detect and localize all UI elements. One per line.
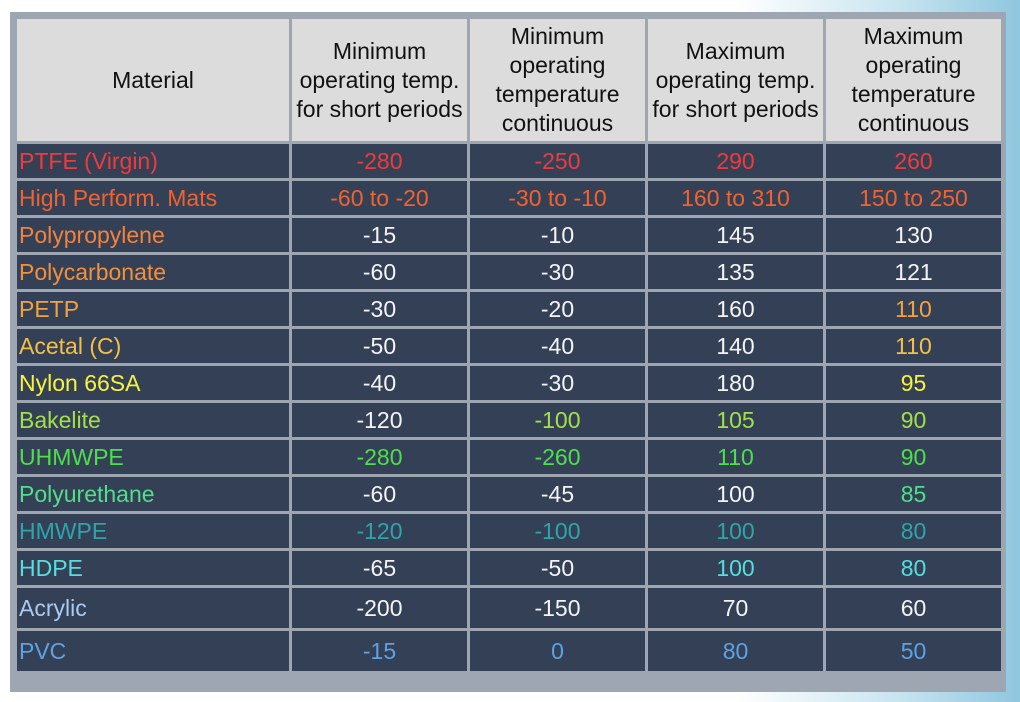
material-cell: Polycarbonate (17, 255, 289, 289)
min-short-cell: -280 (292, 440, 467, 474)
table-row: Acetal (C) -50 -40 140 110 (17, 329, 1001, 363)
table-row: Polycarbonate -60 -30 135 121 (17, 255, 1001, 289)
max-continuous-cell: 95 (826, 366, 1001, 400)
max-continuous-cell: 260 (826, 144, 1001, 178)
min-short-cell: -280 (292, 144, 467, 178)
min-continuous-cell: 0 (470, 631, 645, 671)
material-cell: Polyurethane (17, 477, 289, 511)
table-row: PVC -15 0 80 50 (17, 631, 1001, 671)
max-short-cell: 70 (648, 588, 823, 628)
material-cell: UHMWPE (17, 440, 289, 474)
max-continuous-cell: 80 (826, 551, 1001, 585)
table-row: PETP -30 -20 160 110 (17, 292, 1001, 326)
min-continuous-cell: -100 (470, 514, 645, 548)
max-short-cell: 145 (648, 218, 823, 252)
max-short-cell: 140 (648, 329, 823, 363)
max-continuous-cell: 121 (826, 255, 1001, 289)
material-cell: HMWPE (17, 514, 289, 548)
max-continuous-cell: 50 (826, 631, 1001, 671)
min-continuous-cell: -50 (470, 551, 645, 585)
material-cell: Polypropylene (17, 218, 289, 252)
header-max-short: Maximum operating temp. for short period… (648, 19, 823, 141)
table-row: HDPE -65 -50 100 80 (17, 551, 1001, 585)
max-short-cell: 135 (648, 255, 823, 289)
table-row: Nylon 66SA -40 -30 180 95 (17, 366, 1001, 400)
material-cell: Nylon 66SA (17, 366, 289, 400)
material-cell: PETP (17, 292, 289, 326)
min-continuous-cell: -30 (470, 366, 645, 400)
header-material: Material (17, 19, 289, 141)
material-cell: PTFE (Virgin) (17, 144, 289, 178)
max-continuous-cell: 130 (826, 218, 1001, 252)
table-frame: Material Minimum operating temp. for sho… (10, 12, 1006, 692)
header-min-short: Minimum operating temp. for short period… (292, 19, 467, 141)
table-row: PTFE (Virgin) -280 -250 290 260 (17, 144, 1001, 178)
min-short-cell: -30 (292, 292, 467, 326)
table-row: Polyurethane -60 -45 100 85 (17, 477, 1001, 511)
max-short-cell: 100 (648, 477, 823, 511)
min-short-cell: -60 (292, 477, 467, 511)
min-continuous-cell: -250 (470, 144, 645, 178)
material-cell: Bakelite (17, 403, 289, 437)
min-short-cell: -200 (292, 588, 467, 628)
table-row: High Perform. Mats -60 to -20 -30 to -10 16… (17, 181, 1001, 215)
max-continuous-cell: 90 (826, 440, 1001, 474)
min-continuous-cell: -10 (470, 218, 645, 252)
table-row: Polypropylene -15 -10 145 130 (17, 218, 1001, 252)
max-short-cell: 105 (648, 403, 823, 437)
max-short-cell: 100 (648, 551, 823, 585)
max-continuous-cell: 150 to 250 (826, 181, 1001, 215)
table-row: HMWPE -120 -100 100 80 (17, 514, 1001, 548)
min-continuous-cell: -20 (470, 292, 645, 326)
min-short-cell: -50 (292, 329, 467, 363)
table-row: UHMWPE -280 -260 110 90 (17, 440, 1001, 474)
max-short-cell: 100 (648, 514, 823, 548)
table-row: Acrylic -200 -150 70 60 (17, 588, 1001, 628)
header-max-continuous: Maximum operating temperature continuous (826, 19, 1001, 141)
material-cell: High Perform. Mats (17, 181, 289, 215)
min-continuous-cell: -30 (470, 255, 645, 289)
header-min-continuous: Minimum operating temperature continuous (470, 19, 645, 141)
material-cell: Acrylic (17, 588, 289, 628)
max-continuous-cell: 80 (826, 514, 1001, 548)
min-short-cell: -65 (292, 551, 467, 585)
max-short-cell: 160 (648, 292, 823, 326)
min-short-cell: -15 (292, 631, 467, 671)
min-continuous-cell: -100 (470, 403, 645, 437)
min-continuous-cell: -30 to -10 (470, 181, 645, 215)
header-row: Material Minimum operating temp. for sho… (17, 19, 1001, 141)
min-continuous-cell: -260 (470, 440, 645, 474)
max-short-cell: 180 (648, 366, 823, 400)
max-continuous-cell: 85 (826, 477, 1001, 511)
max-short-cell: 110 (648, 440, 823, 474)
max-short-cell: 160 to 310 (648, 181, 823, 215)
min-short-cell: -40 (292, 366, 467, 400)
min-short-cell: -120 (292, 514, 467, 548)
table-body: PTFE (Virgin) -280 -250 290 260 High Perform.… (17, 144, 1001, 671)
table-row: Bakelite -120 -100 105 90 (17, 403, 1001, 437)
max-short-cell: 290 (648, 144, 823, 178)
min-short-cell: -120 (292, 403, 467, 437)
material-cell: PVC (17, 631, 289, 671)
max-continuous-cell: 110 (826, 292, 1001, 326)
max-continuous-cell: 60 (826, 588, 1001, 628)
material-cell: Acetal (C) (17, 329, 289, 363)
min-short-cell: -60 (292, 255, 467, 289)
min-continuous-cell: -40 (470, 329, 645, 363)
min-short-cell: -15 (292, 218, 467, 252)
min-short-cell: -60 to -20 (292, 181, 467, 215)
min-continuous-cell: -45 (470, 477, 645, 511)
max-continuous-cell: 90 (826, 403, 1001, 437)
min-continuous-cell: -150 (470, 588, 645, 628)
material-cell: HDPE (17, 551, 289, 585)
temperature-table: Material Minimum operating temp. for sho… (14, 16, 1004, 674)
max-short-cell: 80 (648, 631, 823, 671)
max-continuous-cell: 110 (826, 329, 1001, 363)
